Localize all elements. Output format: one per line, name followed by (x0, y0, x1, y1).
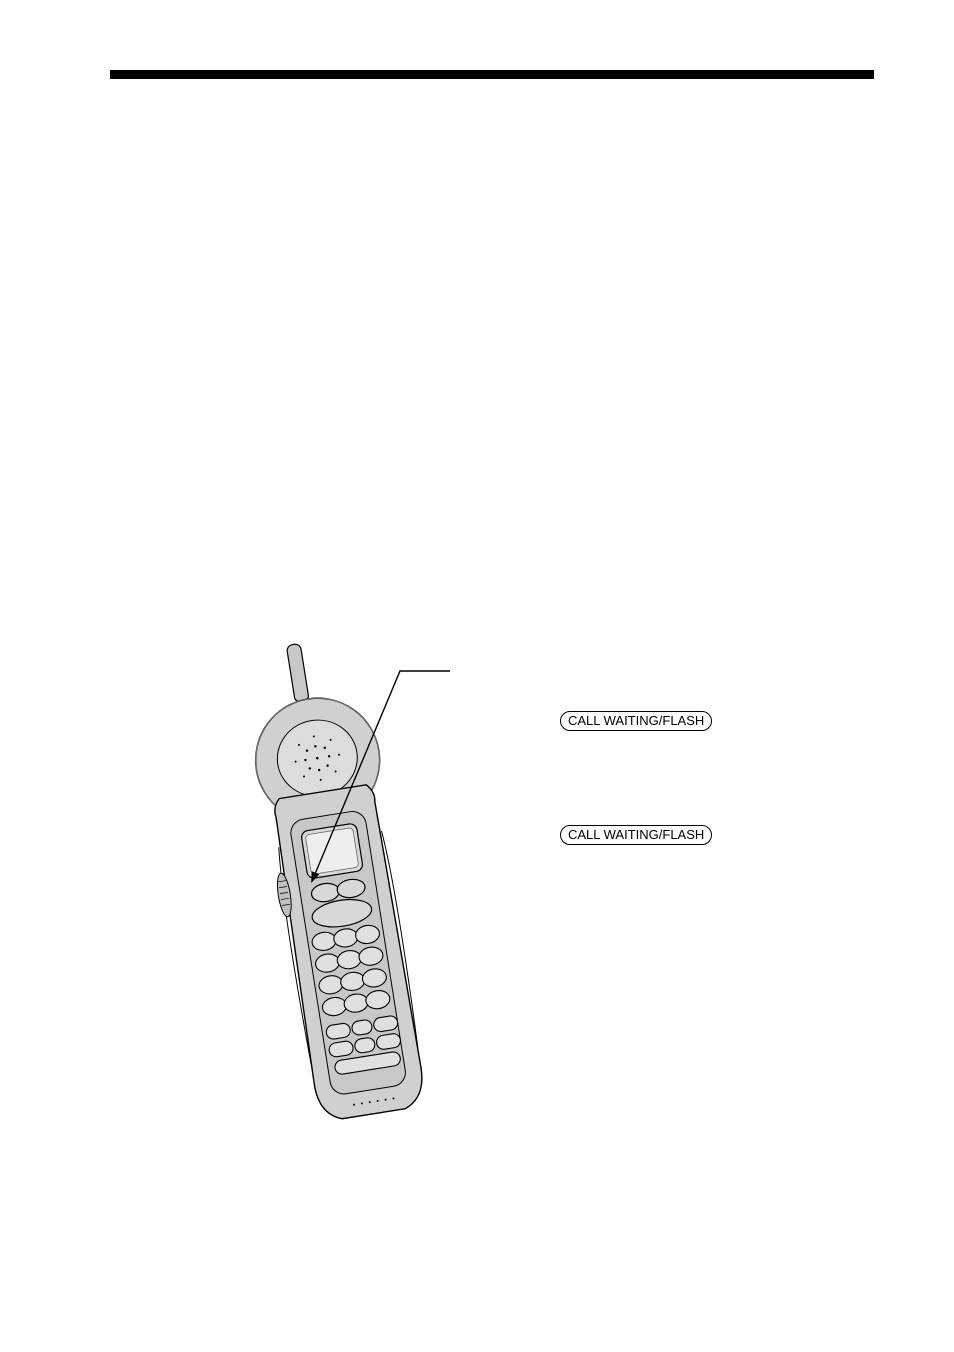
instruction-text: CALL WAITING/FLASH CALL WAITING/FLASH (560, 709, 890, 847)
content-area: CALL WAITING/FLASH CALL WAITING/FLASH (110, 639, 874, 1159)
call-waiting-flash-button-label: CALL WAITING/FLASH (560, 711, 712, 731)
capsule-2-wrap: CALL WAITING/FLASH (560, 823, 890, 847)
handset-illustration (210, 639, 460, 1139)
section-rule (110, 70, 874, 79)
call-waiting-flash-button-label: CALL WAITING/FLASH (560, 825, 712, 845)
capsule-1-wrap: CALL WAITING/FLASH (560, 709, 890, 733)
